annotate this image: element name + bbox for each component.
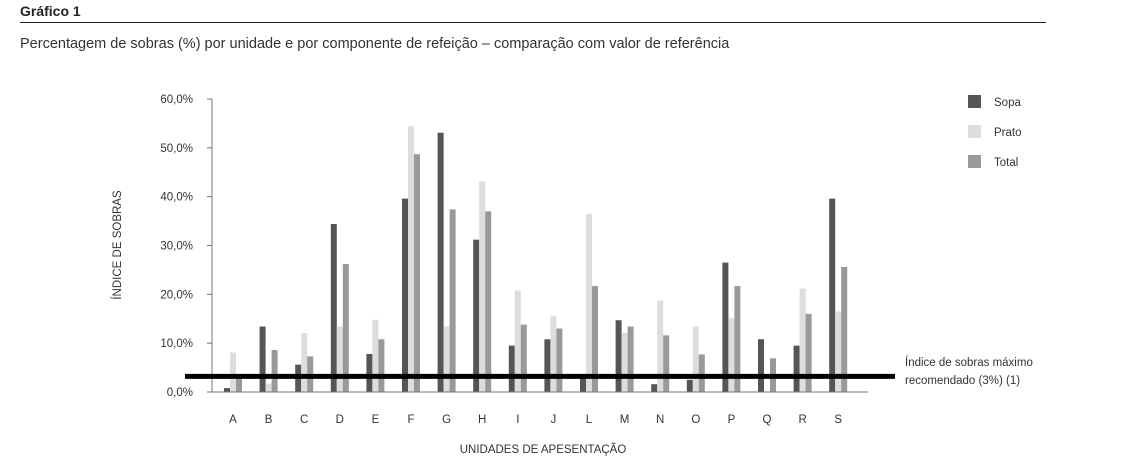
x-tick-label: C	[300, 414, 308, 426]
bar-sopa-J	[544, 339, 551, 392]
bar-prato-C	[301, 332, 308, 392]
legend-swatch-total	[968, 155, 981, 168]
bar-prato-J	[550, 316, 557, 392]
bar-prato-O	[692, 326, 699, 392]
y-tick-label: 20,0%	[160, 289, 193, 301]
bar-prato-R	[799, 288, 806, 392]
bar-prato-P	[728, 318, 735, 392]
bar-prato-E	[372, 319, 379, 392]
bar-sopa-A	[224, 388, 230, 392]
bar-prato-H	[479, 181, 486, 392]
bar-sopa-E	[366, 353, 373, 392]
y-axis-title: ÍNDICE DE SOBRAS	[111, 190, 124, 300]
bar-total-L	[592, 286, 598, 392]
bar-sopa-M	[615, 320, 622, 392]
bar-total-F	[414, 154, 420, 392]
reference-label-line2: recomendado (3%) (1)	[905, 375, 1020, 387]
title-rule	[20, 22, 1046, 23]
x-tick-label: H	[478, 414, 486, 426]
bar-sopa-O	[686, 379, 693, 392]
legend-label: Prato	[994, 127, 1022, 139]
x-tick-label: B	[265, 414, 273, 426]
bar-prato-G	[443, 326, 450, 392]
y-tick-label: 40,0%	[160, 192, 193, 204]
x-tick-label: I	[516, 414, 519, 426]
legend-swatch-sopa	[968, 95, 981, 108]
bar-total-S	[841, 266, 848, 392]
chart-number-title: Gráfico 1	[20, 3, 81, 19]
bar-sopa-S	[829, 198, 836, 392]
legend-label: Sopa	[994, 97, 1021, 109]
bar-total-A	[236, 376, 242, 392]
bar-prato-M	[621, 332, 628, 392]
bar-prato-A	[230, 352, 236, 392]
x-tick-label: L	[586, 414, 593, 426]
bar-sopa-D	[330, 224, 337, 392]
bar-sopa-B	[259, 326, 266, 392]
bar-total-H	[485, 211, 492, 392]
x-tick-label: F	[407, 414, 414, 426]
bar-prato-S	[835, 311, 842, 392]
bar-sopa-P	[722, 262, 729, 392]
x-tick-label: S	[834, 414, 842, 426]
x-tick-label: Q	[763, 414, 772, 426]
reference-label-line1: Índice de sobras máximo	[905, 356, 1033, 369]
x-tick-label: E	[372, 414, 380, 426]
bar-total-E	[378, 339, 385, 392]
x-tick-label: J	[551, 414, 557, 426]
bar-sopa-R	[793, 345, 800, 392]
bar-prato-F	[408, 126, 414, 392]
x-tick-label: A	[229, 414, 237, 426]
legend-label: Total	[994, 157, 1018, 169]
bar-total-O	[698, 354, 705, 392]
bar-prato-L	[586, 213, 592, 392]
bar-total-G	[449, 209, 456, 392]
x-tick-label: R	[798, 414, 806, 426]
y-tick-label: 60,0%	[160, 94, 193, 106]
x-tick-label: O	[691, 414, 700, 426]
bar-total-P	[734, 286, 741, 392]
bar-total-M	[627, 326, 634, 392]
x-tick-label: G	[442, 414, 451, 426]
bar-total-J	[556, 328, 563, 392]
bar-sopa-Q	[758, 339, 764, 392]
chart-subtitle: Percentagem de sobras (%) por unidade e …	[20, 36, 730, 52]
bar-sopa-F	[402, 198, 408, 392]
bar-sopa-I	[508, 345, 515, 392]
bar-prato-B	[265, 383, 272, 392]
bar-sopa-H	[473, 239, 480, 392]
bar-total-R	[805, 313, 812, 392]
bar-total-B	[271, 350, 278, 392]
bar-total-I	[520, 324, 527, 392]
bar-sopa-G	[437, 132, 444, 392]
bar-total-D	[342, 264, 349, 392]
y-tick-label: 0,0%	[167, 387, 193, 399]
y-tick-label: 30,0%	[160, 241, 193, 253]
legend-swatch-prato	[968, 125, 981, 138]
bar-sopa-N	[651, 384, 658, 392]
x-tick-label: D	[336, 414, 344, 426]
x-tick-label: N	[656, 414, 664, 426]
x-axis-title: UNIDADES DE APESENTAÇÃO	[460, 443, 627, 456]
y-tick-label: 50,0%	[160, 143, 193, 155]
x-tick-label: M	[620, 414, 630, 426]
y-tick-label: 10,0%	[160, 338, 193, 350]
bar-total-N	[663, 335, 670, 392]
bar-prato-I	[514, 290, 521, 392]
bar-prato-N	[657, 300, 664, 392]
bar-sopa-L	[580, 376, 586, 392]
bar-prato-D	[336, 326, 343, 392]
x-tick-label: P	[728, 414, 736, 426]
